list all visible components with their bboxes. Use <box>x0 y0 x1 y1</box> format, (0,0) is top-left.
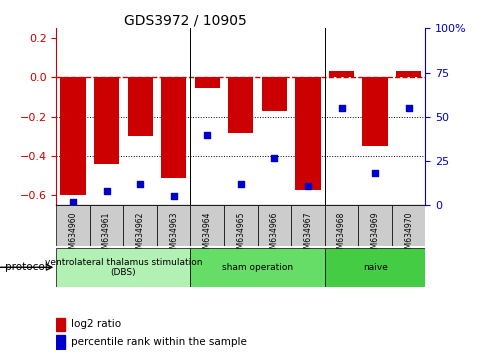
Point <box>136 181 144 187</box>
Bar <box>328 70 353 78</box>
Bar <box>56 318 65 331</box>
Point <box>169 194 177 199</box>
Bar <box>56 248 190 287</box>
Bar <box>295 78 320 190</box>
Bar <box>228 78 253 132</box>
Point <box>370 171 378 176</box>
Bar <box>90 205 123 246</box>
Text: GSM634968: GSM634968 <box>336 211 346 258</box>
Text: protocol: protocol <box>5 262 47 272</box>
Bar <box>127 78 152 137</box>
Bar <box>395 70 420 78</box>
Bar <box>257 205 290 246</box>
Text: GSM634964: GSM634964 <box>203 211 211 258</box>
Bar <box>194 78 220 88</box>
Bar <box>61 78 85 194</box>
Bar <box>358 205 391 246</box>
Point <box>69 199 77 205</box>
Bar <box>161 78 186 178</box>
Point <box>404 105 412 111</box>
Text: GSM634961: GSM634961 <box>102 211 111 258</box>
Bar <box>362 78 387 146</box>
Bar <box>190 248 324 287</box>
Point <box>203 132 211 137</box>
Text: GSM634963: GSM634963 <box>169 211 178 258</box>
Text: sham operation: sham operation <box>222 263 293 272</box>
Text: ventrolateral thalamus stimulation
(DBS): ventrolateral thalamus stimulation (DBS) <box>44 258 202 277</box>
Text: GSM634965: GSM634965 <box>236 211 245 258</box>
Text: GSM634960: GSM634960 <box>68 211 78 258</box>
Text: GSM634966: GSM634966 <box>269 211 278 258</box>
Bar <box>123 205 157 246</box>
Bar <box>56 335 65 349</box>
Bar <box>157 205 190 246</box>
Point <box>102 188 110 194</box>
Point <box>236 181 244 187</box>
Text: log2 ratio: log2 ratio <box>71 319 121 329</box>
Point <box>337 105 345 111</box>
Text: naive: naive <box>362 263 386 272</box>
Bar <box>324 205 358 246</box>
Bar <box>190 205 224 246</box>
Bar <box>261 78 286 111</box>
Point <box>270 155 278 160</box>
Text: GSM634962: GSM634962 <box>135 211 144 258</box>
Title: GDS3972 / 10905: GDS3972 / 10905 <box>124 13 246 27</box>
Bar <box>391 205 425 246</box>
Bar <box>56 205 90 246</box>
Text: GSM634967: GSM634967 <box>303 211 312 258</box>
Text: GSM634970: GSM634970 <box>403 211 412 258</box>
Text: GSM634969: GSM634969 <box>370 211 379 258</box>
Bar <box>324 248 425 287</box>
Bar <box>290 205 324 246</box>
Bar <box>94 78 119 164</box>
Bar <box>224 205 257 246</box>
Text: percentile rank within the sample: percentile rank within the sample <box>71 337 246 347</box>
Point <box>304 183 311 189</box>
